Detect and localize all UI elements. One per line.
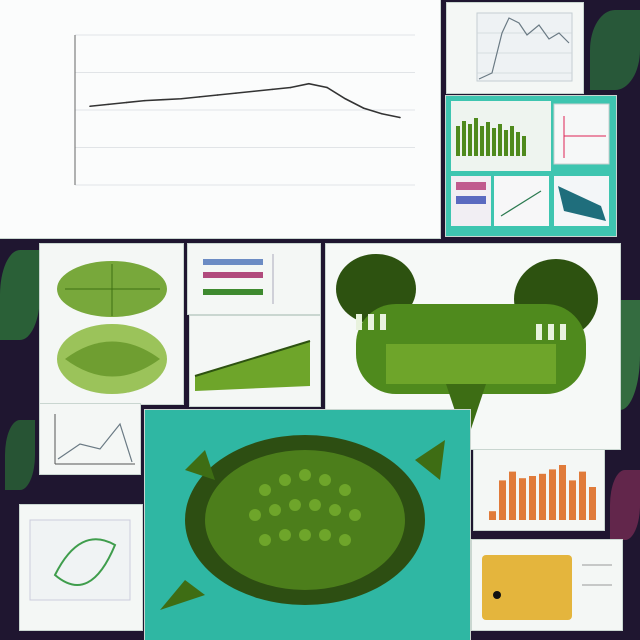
data-point: [143, 99, 146, 102]
data-point: [380, 112, 383, 115]
data-point: [271, 88, 274, 91]
data-point: [89, 105, 91, 108]
data-point: [308, 82, 310, 85]
dashboard-thumbnail: [446, 96, 616, 236]
card-panel: [472, 540, 622, 630]
bar: [589, 487, 596, 520]
dashboard-thumbnail-graphic: [451, 101, 610, 226]
legend-bars-panel: [188, 244, 320, 314]
bar: [549, 469, 556, 520]
data-point: [198, 96, 201, 98]
small-graph: [54, 414, 135, 465]
central-specimen: [160, 435, 445, 610]
small-line-chart: [476, 12, 573, 82]
small-line-chart-panel: [447, 3, 583, 93]
data-point: [216, 94, 219, 96]
plant-illustration: [336, 254, 598, 444]
bar: [579, 471, 586, 520]
leaf-cross-section: [194, 340, 311, 391]
bar: [489, 511, 496, 520]
small-graph-panel: [40, 404, 140, 474]
data-point: [362, 107, 365, 109]
data-point: [125, 101, 128, 104]
leaf-cross-section-panel: [190, 316, 320, 406]
bar: [559, 465, 566, 520]
data-point: [162, 98, 164, 101]
data-point: [253, 90, 255, 93]
data-point: [399, 116, 401, 119]
diagram-panel: [20, 505, 142, 630]
data-point: [180, 97, 182, 100]
data-point: [326, 86, 328, 89]
bar-chart-panel: [474, 450, 604, 530]
bar: [519, 478, 526, 520]
legend-bars: [203, 254, 274, 304]
main-line-chart-panel: [0, 0, 440, 238]
bar: [569, 480, 576, 520]
leaf-specimen-panel: [40, 244, 183, 404]
leaf-illustration: [57, 261, 167, 394]
bar: [539, 473, 546, 520]
bar-chart: [489, 465, 596, 520]
data-point: [344, 97, 347, 100]
diagram: [29, 519, 131, 601]
data-point: [107, 103, 110, 106]
card-graphic: [482, 555, 612, 620]
series-line: [89, 82, 401, 119]
data-point: [235, 92, 237, 94]
data-point: [289, 86, 292, 89]
bar: [529, 476, 536, 520]
central-specimen-panel: [145, 410, 470, 640]
main-line-chart: [74, 34, 415, 186]
bar: [499, 480, 506, 520]
bar: [509, 471, 516, 520]
